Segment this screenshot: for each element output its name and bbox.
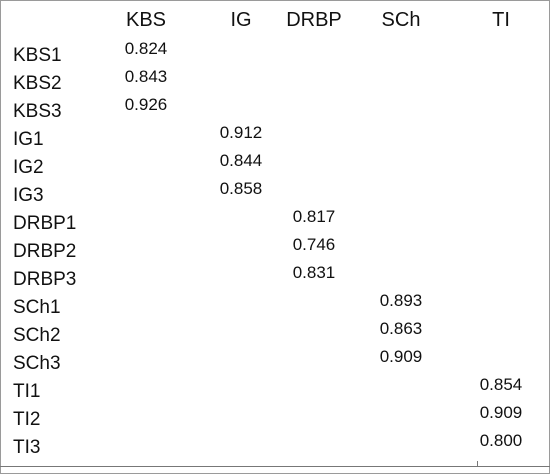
table-row: DRBP3 0.831 (1, 263, 550, 291)
header-drbp: DRBP (286, 9, 342, 31)
row-label: TI2 (13, 409, 41, 430)
table-bottom-rule (0, 466, 550, 467)
table-row: SCh2 0.863 (1, 319, 550, 347)
row-label: IG1 (13, 129, 44, 150)
table-row: IG3 0.858 (1, 179, 550, 207)
table-body: KBS1 0.824 KBS2 0.843 KBS3 0.926 IG1 0.9… (1, 39, 550, 459)
table-row: IG1 0.912 (1, 123, 550, 151)
row-label: KBS1 (13, 45, 62, 66)
row-label: IG2 (13, 157, 44, 178)
loading-value: 0.817 (292, 207, 336, 226)
loading-value: 0.912 (219, 123, 263, 142)
loading-value: 0.893 (379, 291, 423, 310)
loading-value: 0.843 (124, 67, 168, 86)
table-row: SCh1 0.893 (1, 291, 550, 319)
row-label: DRBP2 (13, 241, 77, 262)
table-row: SCh3 0.909 (1, 347, 550, 375)
table-header: KBS IG DRBP SCh TI (1, 9, 550, 39)
row-label: SCh3 (13, 353, 61, 374)
loading-value: 0.746 (292, 235, 336, 254)
loading-value: 0.926 (124, 95, 168, 114)
loading-value: 0.831 (292, 263, 336, 282)
table-row: DRBP2 0.746 (1, 235, 550, 263)
table-divider-tick (477, 461, 478, 467)
loading-value: 0.844 (219, 151, 263, 170)
table-row: KBS1 0.824 (1, 39, 550, 67)
row-label: TI3 (13, 437, 41, 458)
table-row: KBS2 0.843 (1, 67, 550, 95)
loading-value: 0.909 (479, 403, 523, 422)
loading-value: 0.858 (219, 179, 263, 198)
row-label: IG3 (13, 185, 44, 206)
row-label: KBS3 (13, 101, 62, 122)
header-sch: SCh (381, 9, 421, 31)
table-row: TI1 0.854 (1, 375, 550, 403)
loading-value: 0.824 (124, 39, 168, 58)
table-row: KBS3 0.926 (1, 95, 550, 123)
header-ig: IG (230, 9, 252, 31)
loading-value: 0.854 (479, 375, 523, 394)
header-ti: TI (492, 9, 510, 31)
loading-value: 0.863 (379, 319, 423, 338)
table-row: DRBP1 0.817 (1, 207, 550, 235)
row-label: SCh1 (13, 297, 61, 318)
row-label: TI1 (13, 381, 41, 402)
table-row: IG2 0.844 (1, 151, 550, 179)
table-row: TI3 0.800 (1, 431, 550, 459)
row-label: KBS2 (13, 73, 62, 94)
loading-value: 0.909 (379, 347, 423, 366)
row-label: SCh2 (13, 325, 61, 346)
row-label: DRBP3 (13, 269, 77, 290)
row-label: DRBP1 (13, 213, 77, 234)
table-row: TI2 0.909 (1, 403, 550, 431)
header-kbs: KBS (125, 9, 167, 31)
loading-value: 0.800 (479, 431, 523, 450)
